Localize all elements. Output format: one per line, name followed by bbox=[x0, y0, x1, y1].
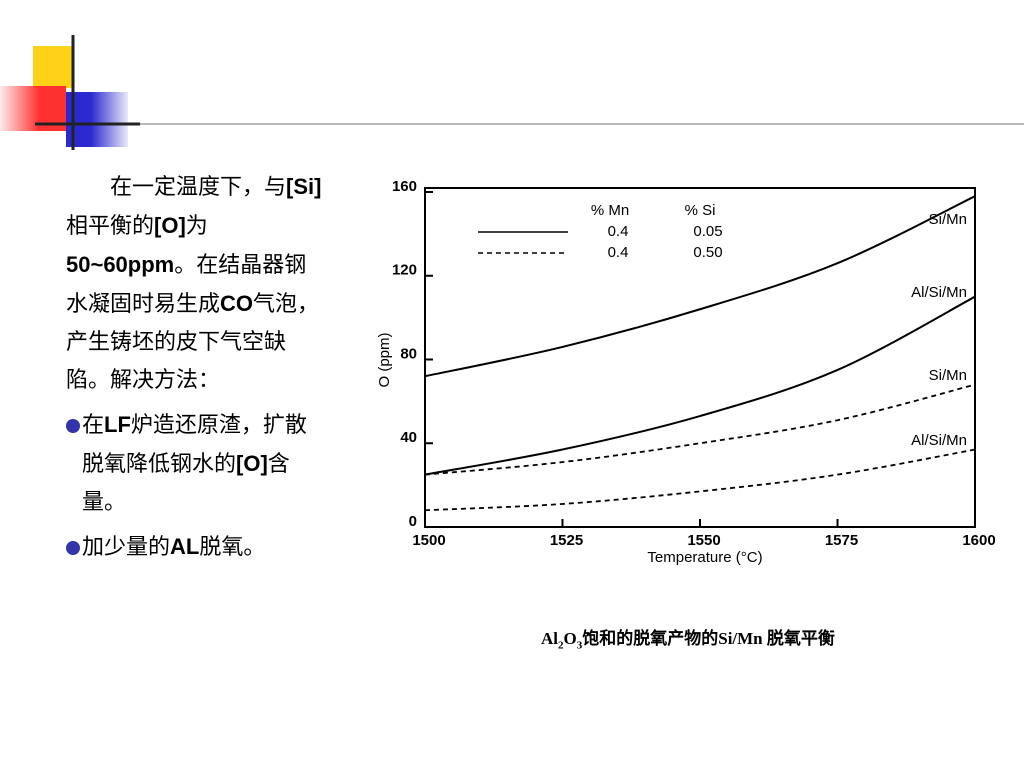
text: 在 bbox=[82, 413, 105, 438]
y-tick-label: 0 bbox=[409, 513, 417, 530]
y-tick-label: 160 bbox=[392, 178, 417, 195]
x-tick-label: 1525 bbox=[550, 532, 583, 549]
y-tick-label: 120 bbox=[392, 262, 417, 279]
text: 为 bbox=[185, 214, 208, 239]
series-line bbox=[424, 383, 976, 476]
text: CO bbox=[220, 291, 254, 316]
text: [O] bbox=[154, 213, 186, 238]
text: [Si] bbox=[286, 174, 322, 199]
text: LF bbox=[104, 412, 131, 437]
decoration bbox=[0, 35, 140, 150]
text: 50~60ppm bbox=[66, 252, 175, 277]
text: 炉造还原渣，扩散脱氧降低钢水的 bbox=[82, 413, 307, 477]
y-tick-label: 40 bbox=[400, 429, 417, 446]
yellow-square bbox=[33, 46, 73, 88]
text: AL bbox=[170, 534, 200, 559]
text: 2 bbox=[558, 639, 564, 652]
series-line bbox=[424, 195, 976, 378]
curve-label: Al/Si/Mn bbox=[911, 284, 967, 301]
legend-cell: 0.4 bbox=[608, 223, 629, 240]
bullet: 加少量的AL脱氧。 bbox=[66, 528, 328, 567]
text: O bbox=[563, 629, 577, 648]
legend-cell: 0.05 bbox=[693, 223, 722, 240]
legend-cell: 0.4 bbox=[608, 244, 629, 261]
x-tick-label: 1500 bbox=[412, 532, 445, 549]
text: [O] bbox=[236, 451, 268, 476]
text: 。在结晶器钢水凝固时易生成 bbox=[66, 253, 307, 317]
bullet: 在LF炉造还原渣，扩散脱氧降低钢水的[O]含量。 bbox=[66, 406, 328, 522]
y-axis-label: O (ppm) bbox=[376, 332, 393, 387]
legend-header: % Si bbox=[685, 202, 716, 219]
curve-label: Al/Si/Mn bbox=[911, 432, 967, 449]
series-line bbox=[424, 448, 976, 512]
text: 饱和的脱氧产物的Si/Mn 脱氧平衡 bbox=[582, 629, 835, 648]
text: 相平衡的 bbox=[66, 214, 155, 239]
text: 加少量的 bbox=[82, 535, 171, 560]
x-tick-label: 1575 bbox=[825, 532, 858, 549]
text: 含量。 bbox=[82, 452, 290, 515]
y-tick-label: 80 bbox=[400, 345, 417, 362]
paragraph: 在一定温度下，与[Si] 相平衡的[O]为 50~60ppm。在结晶器钢水凝固时易生… bbox=[66, 168, 328, 400]
legend-cell: 0.50 bbox=[693, 244, 722, 261]
legend-header: % Mn bbox=[591, 202, 629, 219]
text: 3 bbox=[576, 639, 583, 652]
x-axis-label: Temperature (°C) bbox=[647, 549, 762, 566]
x-tick-label: 1550 bbox=[687, 532, 720, 549]
series-line bbox=[424, 295, 976, 476]
text: Al bbox=[541, 629, 558, 648]
blue-block bbox=[66, 92, 128, 147]
chart-caption: Al2O3饱和的脱氧产物的Si/Mn 脱氧平衡 bbox=[541, 624, 835, 651]
text: 在一定温度下，与 bbox=[110, 175, 287, 200]
curve-label: Si/Mn bbox=[929, 367, 967, 384]
text: 气泡，产生铸坯的皮下气空缺陷。解决方法： bbox=[66, 292, 320, 393]
text: 脱氧。 bbox=[199, 535, 266, 560]
text-block: 在一定温度下，与[Si]相平衡的[O]为50~60ppm。在结晶器钢水凝固时易生… bbox=[66, 168, 328, 567]
curve-label: Si/Mn bbox=[929, 211, 967, 228]
x-tick-label: 1600 bbox=[962, 532, 995, 549]
